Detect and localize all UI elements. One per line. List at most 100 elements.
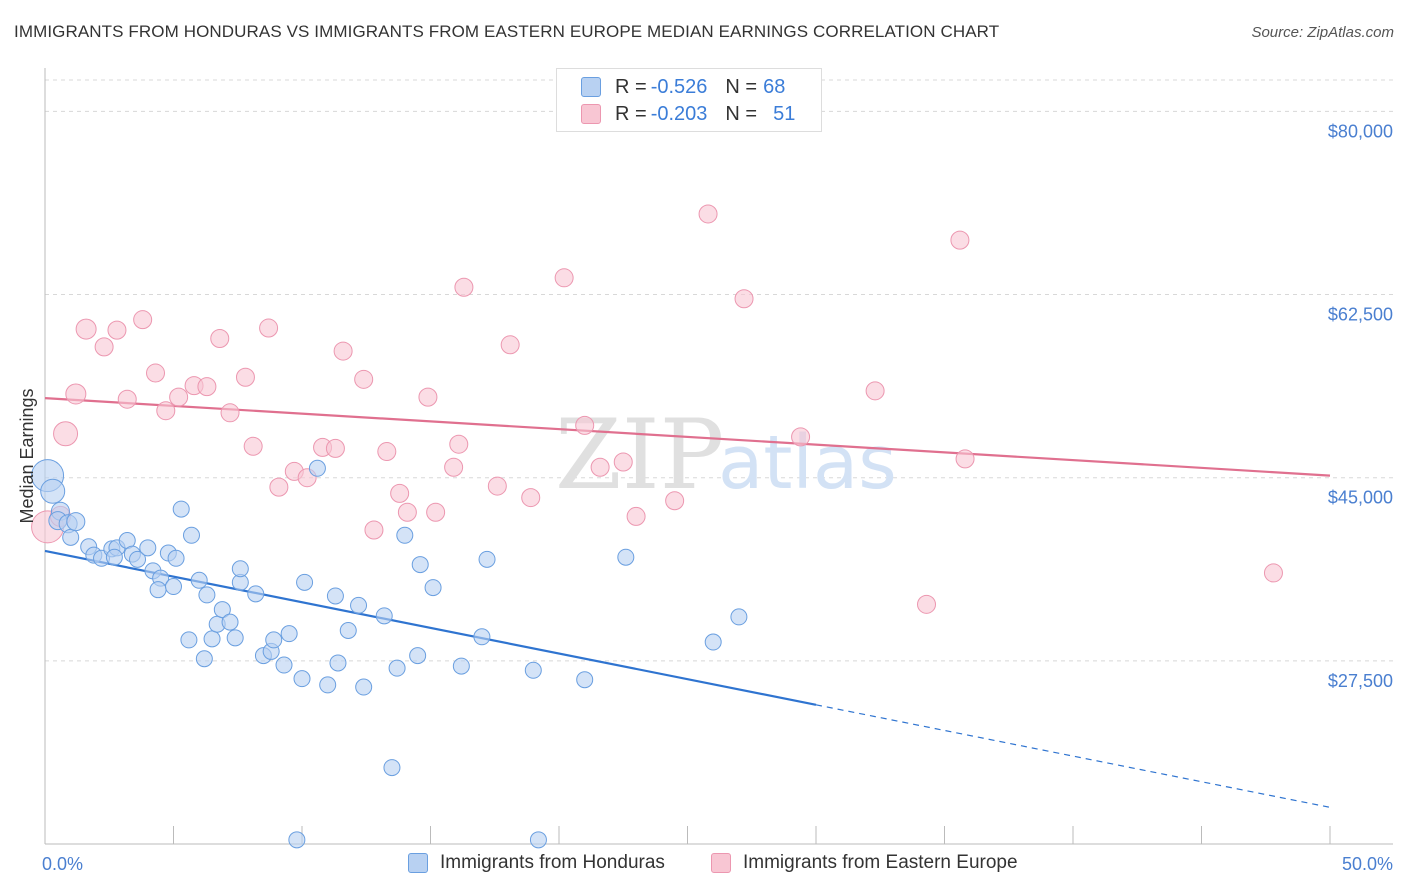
eastern-europe-point	[269, 477, 289, 497]
y-tick-label: $80,000	[1328, 121, 1393, 141]
honduras-point	[617, 548, 635, 566]
eastern-europe-point	[554, 268, 574, 288]
eastern-europe-point	[791, 427, 811, 447]
honduras-point	[411, 556, 429, 574]
eastern-europe-point	[390, 483, 410, 503]
eastern-europe-point	[449, 434, 469, 454]
honduras-point	[326, 587, 344, 605]
honduras-point	[231, 560, 249, 578]
watermark-zip: ZIP	[555, 399, 724, 511]
y-axis-title: Median Earnings	[17, 388, 37, 523]
eastern-europe-point	[333, 341, 353, 361]
eastern-europe-point	[865, 381, 885, 401]
honduras-point	[165, 578, 182, 596]
legend-row-eastern-europe: R = -0.203 N = 51	[581, 102, 795, 126]
legend-swatch-honduras	[581, 77, 601, 97]
eastern-europe-point	[65, 383, 87, 405]
honduras-point	[478, 550, 496, 568]
eastern-europe-point	[259, 318, 279, 338]
series-label-eastern-europe: Immigrants from Eastern Europe	[743, 852, 1018, 873]
honduras-point	[182, 526, 200, 544]
honduras-point	[730, 608, 748, 626]
honduras-point	[213, 601, 231, 619]
series-swatch-honduras	[408, 853, 428, 873]
eastern-europe-point	[665, 491, 685, 511]
watermark: ZIP atlas	[555, 399, 897, 511]
honduras-point	[180, 631, 198, 649]
legend-n-label: N =	[725, 102, 758, 125]
eastern-europe-point	[590, 457, 610, 477]
honduras-point	[355, 678, 373, 696]
series-legend-honduras: Immigrants from Honduras	[408, 852, 665, 874]
eastern-europe-point	[734, 289, 754, 309]
honduras-point	[296, 573, 314, 591]
legend-swatch-eastern-europe	[581, 104, 601, 124]
honduras-point	[129, 550, 147, 568]
honduras-point	[375, 607, 393, 625]
series-legend-eastern-europe: Immigrants from Eastern Europe	[711, 852, 1018, 874]
honduras-point	[452, 657, 470, 675]
honduras-point	[247, 585, 265, 603]
eastern-europe-point	[94, 337, 114, 357]
eastern-europe-point	[243, 436, 263, 456]
honduras-point	[473, 628, 491, 646]
legend-n-label: N =	[725, 75, 758, 98]
eastern-europe-point	[75, 318, 97, 340]
eastern-europe-point	[107, 320, 127, 340]
eastern-europe-point	[500, 335, 520, 355]
legend-r-value: -0.203	[650, 102, 708, 125]
legend-r-value: -0.526	[650, 75, 708, 98]
honduras-point	[339, 621, 357, 639]
y-tick-label: $62,500	[1328, 305, 1393, 325]
eastern-europe-point	[156, 401, 176, 421]
honduras-point	[198, 586, 216, 604]
honduras-point	[167, 549, 185, 567]
eastern-europe-point	[426, 502, 446, 522]
honduras-point	[275, 656, 293, 674]
eastern-europe-point	[521, 488, 541, 508]
honduras-point	[576, 671, 594, 689]
honduras-point	[308, 459, 326, 477]
eastern-europe-point	[220, 403, 240, 423]
honduras-point	[529, 831, 547, 849]
source-label: Source: ZipAtlas.com	[1251, 24, 1394, 41]
honduras-point	[66, 512, 86, 532]
honduras-point	[524, 661, 542, 679]
honduras-point	[383, 759, 401, 777]
eastern-europe-point	[235, 367, 255, 387]
eastern-europe-point	[210, 329, 230, 349]
eastern-europe-point	[575, 415, 595, 435]
y-tick-label: $27,500	[1328, 671, 1393, 691]
eastern-europe-point	[613, 452, 633, 472]
honduras-point	[424, 579, 442, 597]
series-swatch-eastern-europe	[711, 853, 731, 873]
eastern-europe-point	[53, 421, 79, 447]
legend-n-value: 51	[773, 102, 796, 125]
eastern-europe-point	[955, 449, 975, 469]
honduras-trend-line	[44, 549, 817, 706]
legend-r-label: R =	[615, 75, 647, 98]
legend-n-value: 68	[763, 75, 786, 98]
honduras-trend-extension	[815, 704, 1331, 808]
honduras-point	[409, 647, 427, 665]
honduras-point	[226, 629, 244, 647]
honduras-point	[288, 831, 306, 849]
honduras-point	[293, 670, 311, 688]
honduras-point	[319, 676, 337, 694]
honduras-point	[62, 528, 80, 546]
eastern-europe-point	[698, 204, 718, 224]
eastern-europe-point	[169, 387, 189, 407]
honduras-point	[396, 526, 414, 544]
honduras-point	[221, 613, 239, 631]
honduras-point	[139, 539, 157, 557]
honduras-point	[195, 650, 213, 668]
eastern-europe-point	[418, 387, 438, 407]
honduras-point	[190, 571, 208, 589]
eastern-europe-point	[1263, 563, 1283, 583]
eastern-europe-point	[626, 506, 646, 526]
eastern-europe-point	[133, 310, 153, 330]
eastern-europe-point	[444, 457, 464, 477]
correlation-legend: R = -0.526 N = 68 R = -0.203 N = 51	[556, 68, 822, 132]
series-label-honduras: Immigrants from Honduras	[440, 852, 665, 873]
